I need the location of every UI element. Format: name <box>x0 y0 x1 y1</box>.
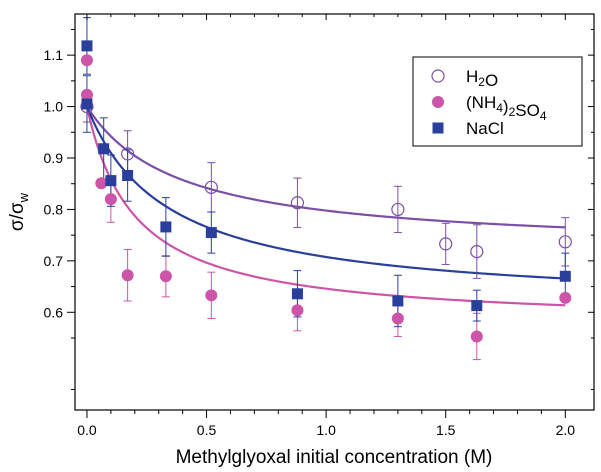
x-tick-label: 0.5 <box>197 422 217 438</box>
data-point <box>105 175 117 187</box>
y-tick-label: 0.8 <box>44 201 64 217</box>
legend-label-part: 2 <box>478 75 485 89</box>
fit-curve <box>85 106 566 280</box>
data-point <box>559 291 572 304</box>
data-point <box>391 202 405 217</box>
legend-label-part: 2 <box>509 105 516 119</box>
data-point <box>122 169 134 181</box>
data-point <box>439 237 453 251</box>
data-point <box>121 147 135 161</box>
x-axis-title: Methylglyoxal initial concentration (M) <box>176 447 493 468</box>
legend-label-part: 4 <box>496 101 503 115</box>
data-point <box>121 269 134 282</box>
y-axis-title-base: σ/σ <box>7 202 28 231</box>
data-point <box>95 177 108 190</box>
data-point <box>470 330 483 343</box>
fit-curve <box>85 106 566 307</box>
legend-marker <box>431 69 445 83</box>
data-point <box>104 193 117 206</box>
data-point <box>470 245 484 259</box>
y-tick-label: 0.6 <box>44 304 64 320</box>
y-tick-label: 0.7 <box>44 253 64 269</box>
data-point <box>205 227 217 239</box>
legend-label-part: O <box>485 71 498 90</box>
x-tick-label: 1.0 <box>316 422 336 438</box>
x-tick-label: 1.5 <box>436 422 456 438</box>
legend-label-part: 4 <box>540 109 547 123</box>
data-point <box>559 270 571 282</box>
fit-curves <box>85 105 566 307</box>
data-point <box>558 235 572 249</box>
legend-label-part: H <box>466 67 478 86</box>
legend-label: (NH4)2SO4 <box>466 93 547 123</box>
legend-marker <box>432 122 444 134</box>
data-point <box>80 88 93 101</box>
data-point <box>471 300 483 312</box>
x-tick-label: 2.0 <box>556 422 576 438</box>
legend-label-part: (NH <box>466 93 496 112</box>
y-tick-label: 1.0 <box>44 99 64 115</box>
x-tick-label: 0.0 <box>77 422 97 438</box>
data-point <box>160 221 172 233</box>
tick-labels: 0.0 0.5 1.0 1.5 2.0 0.6 0.7 0.8 0.9 1.0 1.1 <box>44 47 576 438</box>
data-point <box>205 289 218 302</box>
data-point <box>98 143 110 155</box>
legend-label: H2O <box>466 67 498 90</box>
y-tick-label: 0.9 <box>44 150 64 166</box>
data-markers <box>80 40 572 343</box>
y-axis-title-sub: w <box>16 192 31 203</box>
plot-frame <box>74 13 595 411</box>
data-point <box>392 295 404 307</box>
legend-label-part: SO <box>515 101 540 120</box>
data-point <box>291 304 304 317</box>
data-point <box>81 98 93 110</box>
axis-ticks <box>67 14 594 418</box>
data-point <box>391 312 404 325</box>
legend-label-part: ) <box>503 97 509 116</box>
data-point <box>80 54 93 67</box>
data-point <box>81 40 93 52</box>
fit-curve <box>86 105 566 229</box>
data-point <box>159 270 172 283</box>
y-axis-title: σ/σw <box>7 192 31 231</box>
legend-label: NaCl <box>466 119 504 138</box>
data-point <box>291 288 303 300</box>
data-point <box>290 196 305 210</box>
legend-label-part: NaCl <box>466 119 504 138</box>
data-point <box>204 180 218 194</box>
y-tick-label: 1.1 <box>44 47 64 63</box>
legend-marker <box>432 96 444 108</box>
